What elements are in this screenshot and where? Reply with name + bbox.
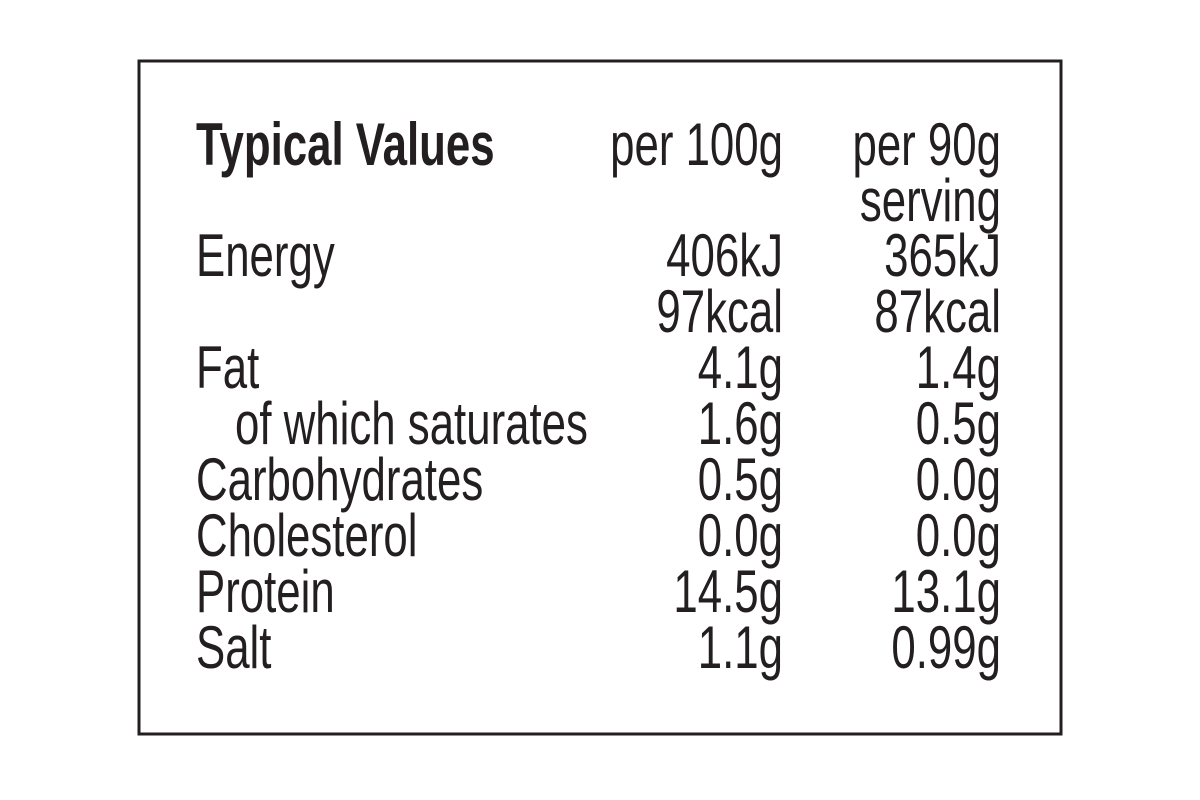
header-title: Typical Values <box>196 111 495 178</box>
per-100g-value: 0.5g <box>698 446 783 513</box>
column-header: per 90g <box>852 111 1001 178</box>
per-100g-value: 4.1g <box>698 334 783 401</box>
per-serving-value: 0.0g <box>916 446 1001 513</box>
nutrient-name: Cholesterol <box>196 502 418 569</box>
per-serving-value: 87kcal <box>874 278 1001 345</box>
per-100g-value: 1.6g <box>698 390 783 457</box>
per-serving-value: 0.0g <box>916 502 1001 569</box>
nutrient-name: of which saturates <box>235 390 588 457</box>
nutrient-name: Energy <box>196 222 335 289</box>
per-serving-value: 1.4g <box>916 334 1001 401</box>
label-border <box>137 59 1063 736</box>
per-100g-value: 14.5g <box>673 558 783 625</box>
nutrient-name: Protein <box>196 558 335 625</box>
per-100g-value: 97kcal <box>656 278 783 345</box>
nutrient-name: Carbohydrates <box>196 446 483 513</box>
column-header: per 100g <box>610 111 783 178</box>
nutrient-name: Salt <box>196 614 272 681</box>
per-serving-value: 13.1g <box>891 558 1001 625</box>
per-100g-value: 406kJ <box>666 222 783 289</box>
nutrient-name: Fat <box>196 334 260 401</box>
per-serving-value: 365kJ <box>884 222 1001 289</box>
per-100g-value: 1.1g <box>698 614 783 681</box>
per-100g-value: 0.0g <box>698 502 783 569</box>
per-serving-value: 0.99g <box>891 614 1001 681</box>
per-serving-value: 0.5g <box>916 390 1001 457</box>
column-header: serving <box>860 167 1001 234</box>
